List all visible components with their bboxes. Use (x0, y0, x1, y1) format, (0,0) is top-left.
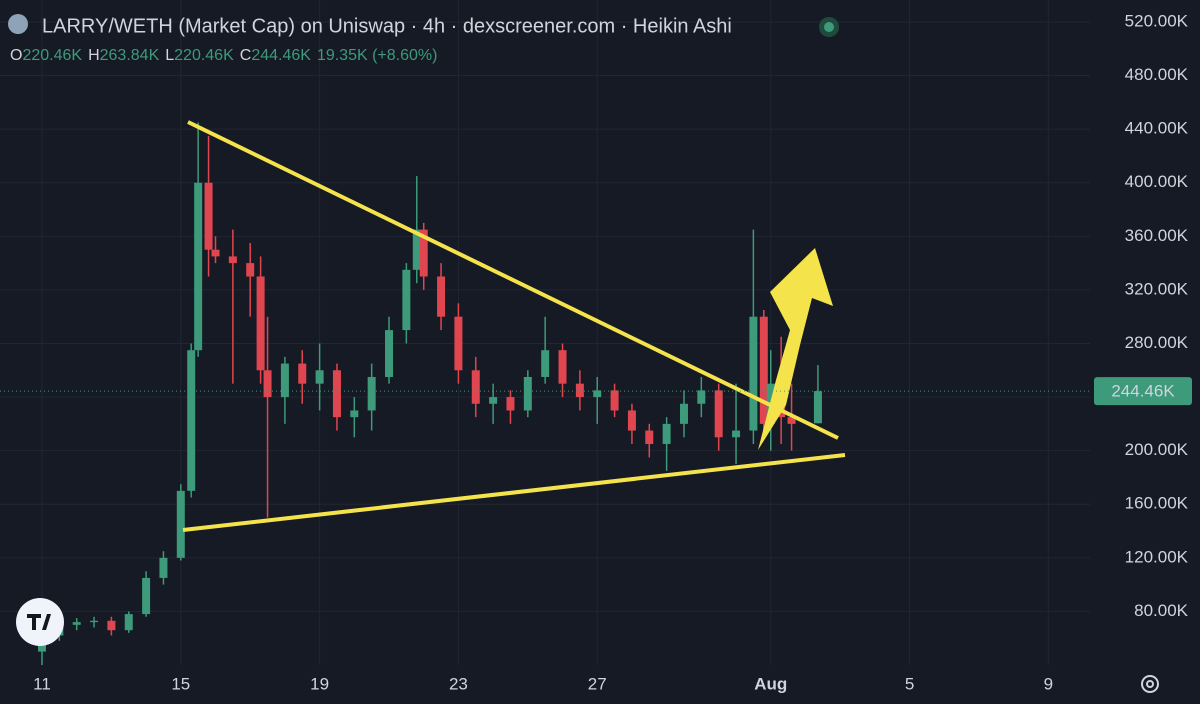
candle-body (72, 622, 81, 625)
candle-body (610, 390, 619, 411)
candle-body (385, 330, 394, 377)
y-tick-label: 400.00K (1125, 172, 1189, 191)
y-tick-label: 520.00K (1125, 11, 1189, 30)
legend-value: 220.46K (22, 47, 82, 64)
candle-body (187, 350, 196, 491)
y-tick-label: 320.00K (1125, 279, 1189, 298)
candle-body (593, 390, 602, 398)
trendline-lower (182, 453, 846, 532)
candle-body (627, 410, 636, 431)
x-tick-label: 15 (171, 674, 190, 693)
candle-body (714, 390, 723, 438)
candle-body (749, 316, 758, 431)
y-tick-label: 480.00K (1125, 65, 1189, 84)
candle-body (787, 417, 796, 424)
candle-body (124, 614, 133, 631)
candle-body (759, 316, 768, 424)
legend-key: L (165, 47, 174, 64)
candle-body (159, 557, 168, 578)
legend-value: 263.84K (100, 47, 160, 64)
y-tick-label: 360.00K (1125, 226, 1189, 245)
y-tick-label: 160.00K (1125, 494, 1189, 513)
candle-body (732, 430, 741, 438)
candle-body (489, 397, 498, 404)
arrow (758, 248, 833, 450)
candle-body (350, 410, 359, 418)
candles (37, 122, 822, 665)
candle-body (662, 423, 671, 444)
x-tick-label: 9 (1044, 674, 1053, 693)
candle-body (90, 620, 99, 623)
legend-value: 220.46K (174, 47, 234, 64)
legend-key: C (240, 47, 252, 64)
candle-body (506, 397, 515, 411)
status-dot (824, 22, 834, 32)
candle-body (204, 182, 213, 250)
candle-body (280, 363, 289, 398)
x-tick-label: 27 (588, 674, 607, 693)
candle-body (679, 403, 688, 424)
trendline-upper (187, 120, 839, 440)
legend-key: H (88, 47, 100, 64)
candle-body (697, 390, 706, 404)
y-tick-label: 120.00K (1125, 547, 1189, 566)
candle-body (211, 249, 220, 257)
legend-key: O (10, 47, 22, 64)
last-price-box (1094, 377, 1192, 406)
ohlc-legend: O220.46K H263.84K L220.46K C244.46K 19.35K (… (10, 47, 437, 64)
token-icon (8, 14, 28, 34)
candle-body (437, 276, 446, 317)
y-tick-label: 80.00K (1134, 601, 1189, 620)
last-price-label: 244.46K (1111, 382, 1175, 401)
chart-title: LARRY/WETH (Market Cap) on Uniswap · 4h … (42, 15, 732, 37)
legend-value: 244.46K (251, 47, 311, 64)
candle-body (256, 276, 265, 371)
candle-body (645, 430, 654, 444)
x-tick-label: Aug (754, 674, 787, 693)
logo (16, 598, 64, 646)
candle-body (315, 370, 324, 384)
x-tick-label: 11 (33, 674, 51, 693)
candle-body (419, 229, 428, 277)
candle-body (176, 490, 185, 558)
candle-body (541, 350, 550, 377)
x-tick-label: 19 (310, 674, 329, 693)
y-tick-label: 280.00K (1125, 333, 1189, 352)
candle-body (523, 376, 532, 411)
candle-body (142, 577, 151, 615)
settings-icon-center[interactable] (1146, 680, 1154, 688)
candle-body (367, 376, 376, 411)
candle-body (813, 391, 822, 424)
x-tick-label: 23 (449, 674, 468, 693)
candle-body (471, 370, 480, 404)
candle-body (575, 383, 584, 398)
candle-body (228, 256, 237, 264)
candle-body (107, 620, 116, 631)
x-tick-label: 5 (905, 674, 914, 693)
candle-body (402, 269, 411, 331)
candle-body (412, 229, 421, 270)
candle-body (263, 370, 272, 398)
legend-change: 19.35K (+8.60%) (317, 47, 438, 64)
candle-body (332, 370, 341, 418)
candle-body (454, 316, 463, 371)
candle-body (558, 350, 567, 384)
settings-icon[interactable] (1141, 675, 1159, 693)
candle-body (246, 263, 255, 277)
logo-glyph (27, 614, 51, 630)
candle-body (194, 182, 203, 351)
y-tick-label: 440.00K (1125, 119, 1189, 138)
candle-body (298, 363, 307, 384)
y-tick-label: 200.00K (1125, 440, 1189, 459)
